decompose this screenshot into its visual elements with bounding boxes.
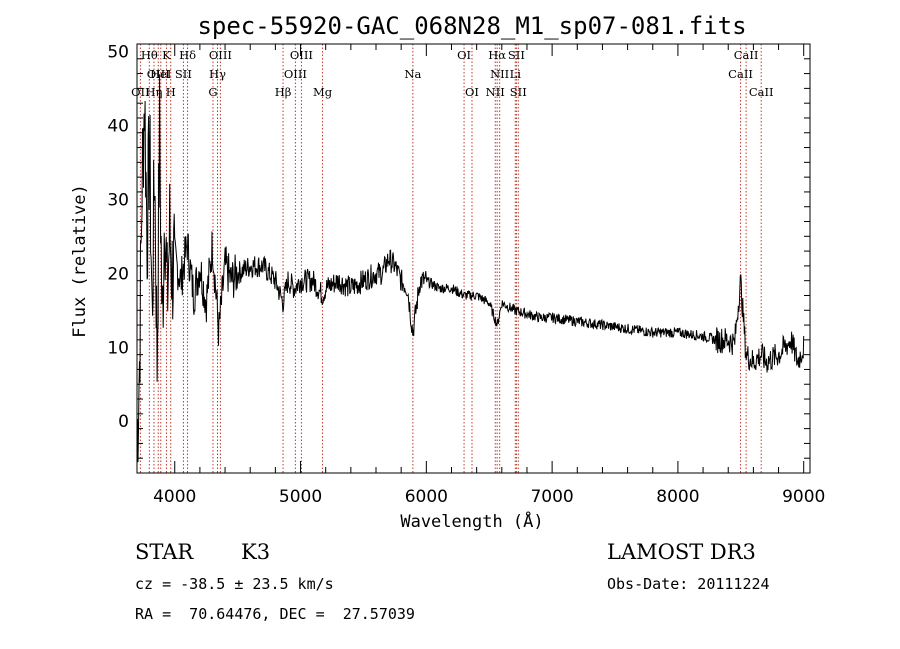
y-tick-label: 30: [107, 190, 129, 210]
spectral-line-label: NII: [490, 67, 509, 81]
spectral-line-labels: OIIHθHηOIIIHeIKHSIIHδGHγOIIIHβOIIIOIIIMg…: [131, 48, 773, 99]
spectral-line-label: Hθ: [141, 48, 158, 62]
y-tick-label: 40: [107, 116, 129, 136]
spectral-line-markers: [139, 44, 762, 473]
axis-tick-labels: 4000 5000 6000 7000 8000 9000 0 10 20 30 40 50: [107, 42, 825, 507]
x-tick-label: 9000: [782, 487, 825, 507]
y-tick-label: 50: [107, 42, 129, 62]
spectral-line-label: CaII: [749, 85, 774, 99]
spectral-line-label: K: [162, 48, 171, 62]
spectral-line-label: Li: [510, 67, 522, 81]
spectral-line-label: Hγ: [209, 67, 226, 81]
spectral-line-label: SII: [510, 85, 527, 99]
spectral-line-label: OI: [457, 48, 471, 62]
x-axis-label: Wavelength (Å): [400, 510, 543, 532]
spectral-line-label: OIII: [290, 48, 313, 62]
spectral-line-label: Hα: [488, 48, 506, 62]
spectral-line-label: Hη: [146, 85, 163, 99]
spectral-line-label: CaII: [728, 67, 753, 81]
spectral-line-label: OI: [465, 85, 479, 99]
coordinates: RA = 70.64476, DEC = 27.57039: [135, 605, 415, 623]
chart-title: spec-55920-GAC_068N28_M1_sp07-081.fits: [197, 12, 746, 40]
spectral-line-label: NII: [486, 85, 505, 99]
plot-frame: [136, 43, 811, 474]
axis-ticks: [137, 44, 810, 473]
flux-series-line: [136, 74, 805, 463]
spectral-line-label: Na: [404, 67, 421, 81]
y-tick-label: 0: [118, 412, 129, 432]
observation-date: Obs-Date: 20111224: [607, 575, 770, 593]
spectral-line-label: OIII: [209, 48, 232, 62]
y-tick-label: 20: [107, 264, 129, 284]
x-tick-label: 8000: [656, 487, 699, 507]
object-class: STAR: [135, 540, 194, 564]
spectral-line-label: Hδ: [179, 48, 196, 62]
x-tick-label: 4000: [153, 487, 196, 507]
spectral-line-label: G: [208, 85, 217, 99]
y-axis-label: Flux (relative): [70, 184, 90, 338]
spectral-line-label: Hβ: [275, 85, 292, 99]
object-subclass: K3: [241, 540, 271, 564]
y-tick-label: 10: [107, 338, 129, 358]
x-tick-label: 6000: [405, 487, 448, 507]
spectral-line-label: SII: [508, 48, 525, 62]
x-tick-label: 7000: [530, 487, 573, 507]
x-tick-label: 5000: [279, 487, 322, 507]
spectral-line-label: OIII: [284, 67, 307, 81]
spectral-line-label: OII: [131, 85, 150, 99]
spectral-line-label: OIII: [147, 67, 170, 81]
spectral-line-label: SII: [175, 67, 192, 81]
spectral-line-label: H: [166, 85, 176, 99]
spectral-line-label: CaII: [734, 48, 759, 62]
survey-name: LAMOST DR3: [607, 540, 756, 564]
spectral-line-label: Mg: [313, 85, 333, 99]
redshift-cz: cz = -38.5 ± 23.5 km/s: [135, 575, 334, 593]
spectral-line-label: HeI: [150, 67, 171, 81]
